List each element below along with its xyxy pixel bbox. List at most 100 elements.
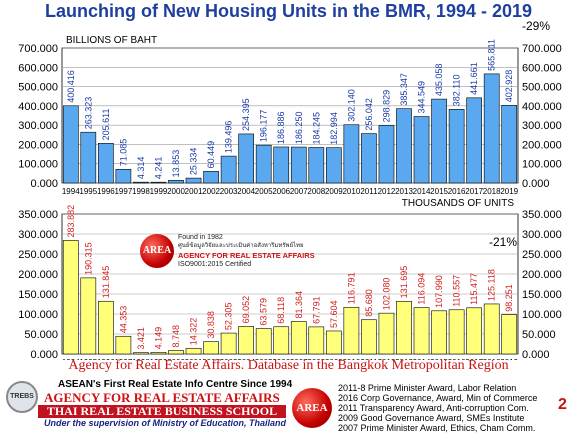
footer-supervision: Under the supervision of Ministry of Edu… (44, 418, 287, 428)
bar (343, 306, 360, 355)
unit-label: BILLIONS OF BAHT (66, 35, 157, 46)
data-label: 565.811 (487, 39, 497, 71)
bar (220, 332, 237, 355)
bar (133, 181, 149, 184)
data-label: 25.334 (189, 148, 199, 176)
award-item: 2009 Good Governance Award, SMEs Institu… (338, 413, 525, 423)
x-tick-label: 1997 (114, 187, 132, 196)
x-tick-label: 2015 (430, 358, 448, 360)
y-tick-label-right: 250.000 (522, 249, 562, 261)
x-tick-label: 2003 (220, 187, 238, 196)
bar (220, 155, 237, 184)
x-tick-label: 2004 (237, 187, 255, 196)
data-label: 13.853 (171, 150, 181, 178)
data-label: 4.149 (153, 327, 163, 350)
y-tick-label-right: 200.000 (522, 269, 562, 281)
x-tick-label: 2011 (360, 358, 378, 360)
y-tick-label-left: 400.000 (18, 101, 58, 113)
x-tick-label: 2018 (483, 187, 501, 196)
data-label: 67.791 (311, 296, 321, 324)
source-note: Agency for Real Estate Affairs. Database… (68, 358, 509, 373)
y-tick-label-right: 100.000 (522, 309, 562, 321)
bar (396, 108, 412, 184)
y-tick-label-left: 100.000 (18, 309, 58, 321)
bar (483, 73, 500, 184)
y-tick-label-right: 0.000 (522, 349, 550, 360)
data-label: 196.177 (259, 110, 269, 143)
data-label: 139.496 (224, 121, 234, 154)
data-label: 184.245 (311, 112, 321, 145)
data-label: 57.604 (329, 300, 339, 328)
y-tick-label-right: 600.000 (522, 62, 562, 74)
data-label: 69.052 (241, 296, 251, 324)
data-label: 3.421 (136, 327, 146, 350)
y-tick-label-left: 50.000 (24, 329, 58, 341)
x-tick-label: 2002 (202, 187, 220, 196)
bar (80, 131, 97, 184)
x-tick-label: 2000 (167, 187, 185, 196)
data-label: 182.994 (329, 112, 339, 145)
change-label: -29% (522, 19, 550, 33)
y-tick-label-left: 150.000 (18, 289, 58, 301)
inset-founded: Found in 1982 (178, 234, 223, 241)
data-label: 85.680 (364, 289, 374, 317)
footer-school: THAI REAL ESTATE BUSINESS SCHOOL (38, 405, 286, 418)
y-tick-label-left: 0.000 (30, 178, 58, 190)
y-tick-label-left: 500.000 (18, 82, 58, 94)
x-tick-label: 2008 (307, 187, 325, 196)
footer-tagline: ASEAN's First Real Estate Info Centre Si… (58, 379, 293, 390)
x-tick-label: 2018 (483, 358, 501, 360)
data-label: 382.110 (452, 74, 462, 106)
y-tick-label-right: 500.000 (522, 82, 562, 94)
bar (326, 330, 342, 355)
data-label: 116.791 (346, 272, 356, 304)
bar (378, 312, 395, 355)
data-label: 30.838 (206, 311, 216, 339)
x-tick-label: 2005 (255, 358, 273, 360)
change-label: -21% (489, 235, 517, 249)
bar (238, 133, 254, 184)
y-tick-label-left: 200.000 (18, 139, 58, 151)
bar (62, 240, 79, 355)
data-label: 4.241 (153, 157, 163, 180)
x-tick-label: 2002 (202, 358, 220, 360)
bar (203, 341, 219, 355)
y-tick-label-right: 100.000 (522, 159, 562, 171)
x-tick-label: 1996 (97, 358, 115, 360)
x-tick-label: 2004 (237, 358, 255, 360)
award-item: 2011-8 Prime Minister Award, Labor Relat… (338, 383, 517, 393)
y-tick-label-left: 100.000 (18, 159, 58, 171)
x-tick-label: 2012 (378, 358, 396, 360)
x-tick-label: 1999 (150, 358, 168, 360)
y-tick-label-right: 400.000 (522, 101, 562, 113)
awards-list: 2011-8 Prime Minister Award, Labor Relat… (338, 383, 537, 433)
x-tick-label: 2010 (342, 187, 360, 196)
bar (80, 277, 97, 355)
award-item: 2016 Corp Governance, Award, Min of Comm… (338, 393, 538, 403)
bar (361, 133, 377, 184)
x-tick-label: 2007 (290, 358, 308, 360)
y-tick-label-left: 300.000 (18, 229, 58, 241)
area-logo-inset: AREA (140, 234, 174, 268)
y-tick-label-left: 600.000 (18, 62, 58, 74)
y-tick-label-right: 0.000 (522, 178, 550, 190)
bar (501, 104, 518, 184)
inset-iso: ISO9001:2015 Certified (178, 261, 252, 268)
y-tick-label-left: 200.000 (18, 269, 58, 281)
charts-canvas: 0.000 0.000 100.000 100.000 200.000 200.000 30… (18, 19, 562, 360)
x-tick-label: 2013 (395, 187, 413, 196)
x-tick-label: 1997 (114, 358, 132, 360)
award-item: 2011 Transparency Award, Anti-corruption… (338, 403, 529, 413)
x-tick-label: 2001 (185, 358, 203, 360)
bar (115, 335, 132, 355)
data-label: 344.549 (417, 81, 427, 114)
data-label: 102.080 (381, 278, 391, 311)
x-tick-label: 2009 (325, 358, 343, 360)
bar (343, 124, 360, 184)
bar (238, 326, 254, 355)
x-tick-label: 2019 (500, 187, 518, 196)
trebs-logo: TREBS (6, 381, 38, 413)
data-label: 71.085 (118, 139, 128, 167)
bar (378, 125, 395, 184)
data-label: 125.118 (487, 269, 497, 301)
